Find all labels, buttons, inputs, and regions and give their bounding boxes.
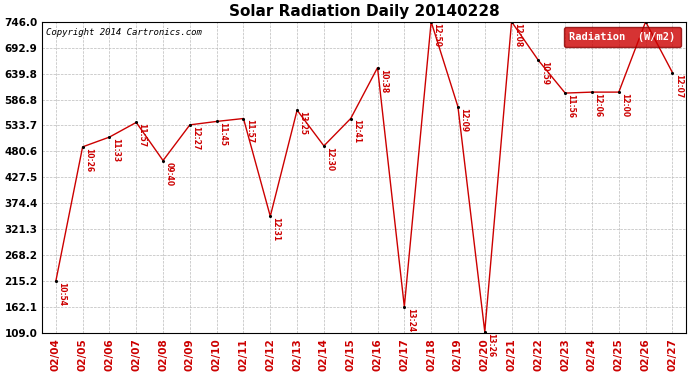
Point: [506, 19, 517, 25]
Point: [345, 116, 356, 122]
Text: 12:08: 12:08: [513, 23, 522, 47]
Point: [292, 107, 303, 113]
Point: [586, 89, 598, 95]
Text: 13:25: 13:25: [299, 111, 308, 135]
Text: 12:50: 12:50: [433, 23, 442, 47]
Point: [426, 19, 437, 25]
Point: [399, 304, 410, 310]
Point: [184, 122, 195, 128]
Text: 11:45: 11:45: [218, 122, 227, 146]
Text: 10:59: 10:59: [540, 62, 549, 86]
Point: [211, 118, 222, 124]
Text: 12:31: 12:31: [272, 217, 281, 242]
Point: [667, 69, 678, 75]
Text: 12:06: 12:06: [593, 93, 602, 117]
Text: 11:57: 11:57: [245, 120, 254, 144]
Point: [560, 90, 571, 96]
Point: [130, 119, 141, 125]
Legend: Radiation  (W/m2): Radiation (W/m2): [564, 27, 680, 47]
Text: 11:33: 11:33: [111, 138, 120, 162]
Text: 10:38: 10:38: [379, 69, 388, 93]
Text: 11:56: 11:56: [566, 94, 575, 118]
Point: [265, 213, 276, 219]
Text: 11:57: 11:57: [137, 123, 146, 147]
Text: 13:26: 13:26: [486, 333, 495, 357]
Point: [104, 134, 115, 140]
Text: 12:30: 12:30: [325, 147, 334, 171]
Point: [318, 143, 329, 149]
Point: [77, 144, 88, 150]
Text: 12:07: 12:07: [673, 74, 683, 98]
Title: Solar Radiation Daily 20140228: Solar Radiation Daily 20140228: [229, 4, 500, 19]
Point: [453, 104, 464, 110]
Point: [613, 89, 624, 95]
Point: [640, 19, 651, 25]
Text: 12:00: 12:00: [620, 93, 629, 117]
Text: 13:24: 13:24: [406, 308, 415, 332]
Point: [238, 116, 249, 122]
Text: 10:26: 10:26: [84, 148, 93, 172]
Point: [50, 278, 61, 284]
Text: 12:41: 12:41: [352, 120, 361, 144]
Point: [157, 158, 168, 164]
Text: 12:09: 12:09: [460, 108, 469, 132]
Point: [480, 328, 491, 334]
Text: 10:54: 10:54: [57, 282, 66, 306]
Point: [533, 57, 544, 63]
Text: 12:27: 12:27: [191, 126, 200, 150]
Text: Copyright 2014 Cartronics.com: Copyright 2014 Cartronics.com: [46, 28, 201, 37]
Point: [372, 64, 383, 70]
Text: 09:40: 09:40: [164, 162, 173, 186]
